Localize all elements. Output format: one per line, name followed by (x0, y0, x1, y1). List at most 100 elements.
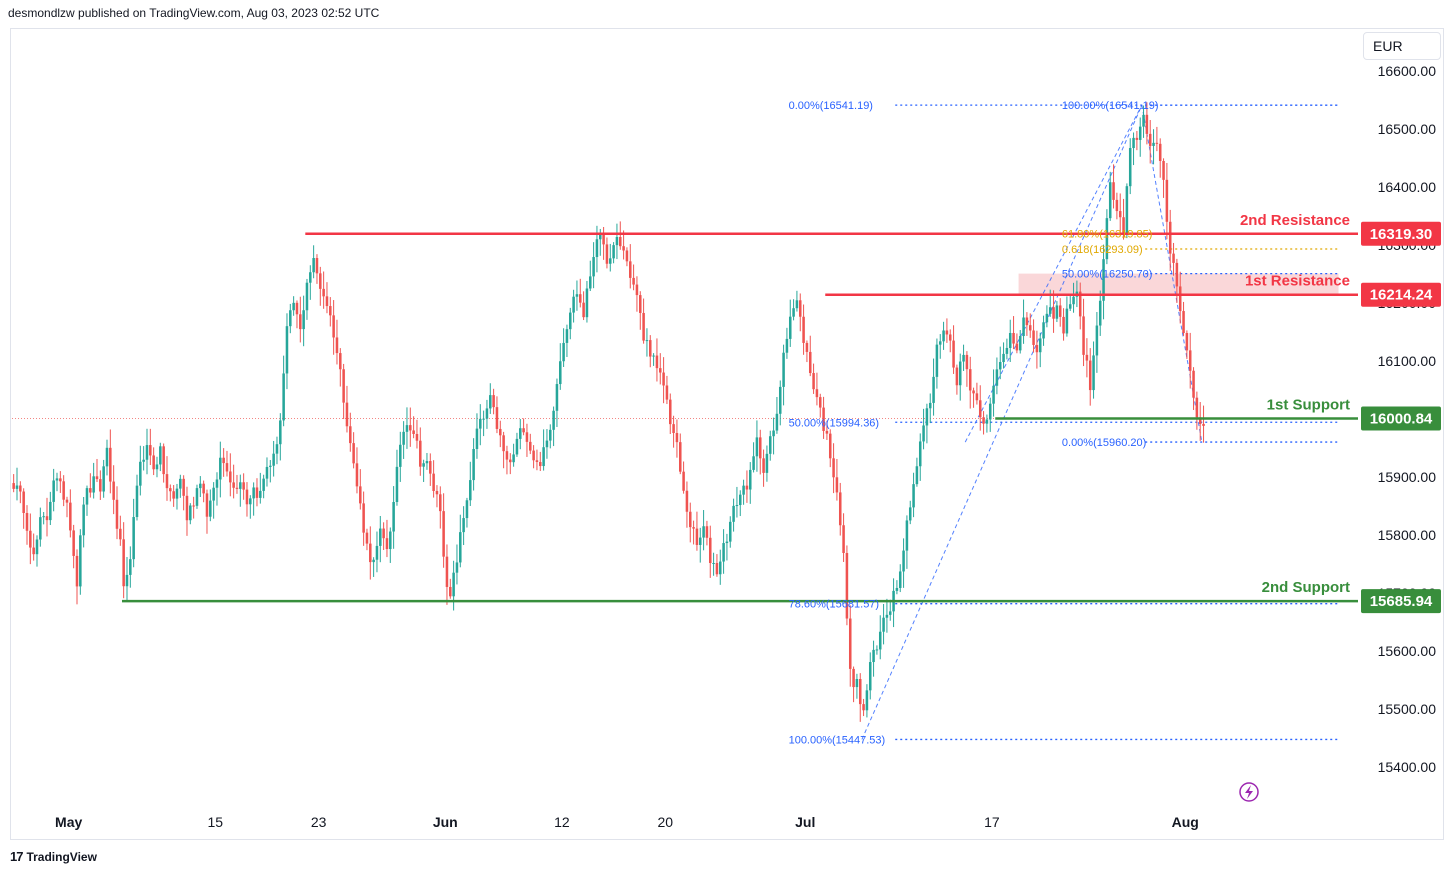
candle-body (728, 521, 732, 542)
y-tick-1: 16500.00 (1378, 121, 1437, 137)
candle-body (705, 526, 709, 538)
candle-body (659, 368, 662, 373)
candle-body (908, 507, 912, 521)
candle-body (212, 487, 215, 501)
candle-body (1145, 114, 1149, 134)
candle-body (828, 433, 832, 459)
fib-label-7: 50.00%(16250.70) (1062, 269, 1153, 281)
candle-body (455, 562, 459, 573)
candle-body (239, 482, 242, 489)
candle-body (1125, 186, 1129, 233)
candle-body (738, 494, 742, 506)
currency-selector[interactable]: EUR (1363, 32, 1441, 60)
candle-body (372, 559, 375, 563)
candle-body (395, 466, 399, 503)
candle-body (265, 466, 269, 479)
candle-body (669, 399, 672, 425)
candle-body (219, 457, 222, 480)
candle-body (652, 355, 655, 357)
candle-body (695, 528, 699, 545)
candle-body (155, 464, 159, 470)
candle-body (169, 488, 172, 492)
candle-body (1138, 126, 1142, 140)
candle-body (449, 586, 452, 597)
price-tag-text-0: 16319.30 (1370, 226, 1433, 243)
candle-body (788, 316, 792, 339)
tradingview-footer[interactable]: 17 TradingView (10, 849, 97, 864)
candle-body (918, 441, 922, 467)
candle-body (105, 447, 109, 467)
candle-body (878, 631, 882, 650)
candle-body (125, 574, 129, 587)
candle-body (792, 308, 795, 317)
candle-body (109, 447, 112, 482)
candle-body (798, 300, 802, 317)
candle-body (85, 488, 89, 505)
candle-body (202, 483, 205, 494)
candle-body (675, 433, 679, 443)
x-tick-5: 20 (657, 814, 673, 830)
candle-body (102, 466, 105, 492)
candle-body (1122, 217, 1125, 233)
candle-body (795, 300, 799, 309)
candle-body (1002, 353, 1005, 363)
candle-body (515, 438, 519, 455)
candle-body (1082, 316, 1085, 355)
candle-body (712, 562, 715, 564)
candle-body (1162, 160, 1165, 180)
x-tick-1: 15 (208, 814, 224, 830)
candle-body (1165, 179, 1169, 222)
resistance-zone (1018, 273, 1339, 295)
candle-body (415, 433, 419, 441)
level-label-2: 1st Support (1267, 397, 1350, 414)
candle-body (245, 489, 249, 505)
candle-body (209, 500, 212, 517)
candle-body (335, 337, 339, 354)
candle-body (1118, 211, 1122, 218)
candle-body (765, 453, 769, 473)
candle-body (145, 445, 149, 460)
lightning-icon[interactable] (1239, 782, 1259, 802)
candle-body (902, 550, 905, 572)
candle-body (775, 413, 779, 431)
candle-body (915, 466, 919, 485)
candle-body (595, 239, 599, 258)
candle-body (225, 463, 229, 472)
candle-body (898, 571, 902, 588)
candle-body (499, 428, 502, 436)
candle-body (42, 516, 45, 518)
candle-body (725, 541, 729, 544)
candle-body (509, 459, 512, 463)
fib-label-4: 100.00%(16541.19) (1062, 100, 1159, 112)
candle-body (639, 295, 642, 313)
x-tick-0: May (55, 814, 82, 830)
candle-body (429, 461, 432, 474)
candle-body (15, 485, 19, 489)
candle-body (439, 494, 442, 512)
candle-body (229, 471, 232, 483)
x-tick-8: Aug (1172, 814, 1199, 830)
candle-body (532, 450, 535, 461)
candle-body (635, 284, 639, 296)
y-tick-7: 15900.00 (1378, 469, 1437, 485)
candle-body (472, 448, 475, 481)
levels-layer: 2nd Resistance 1st Resistance 1st Support 2… (121, 212, 1358, 603)
candle-body (1158, 143, 1162, 161)
candle-body (545, 440, 549, 448)
candle-body (1092, 355, 1095, 391)
candle-body (679, 442, 682, 472)
candle-body (708, 537, 712, 564)
candle-body (52, 480, 55, 502)
candle-body (99, 479, 102, 492)
candle-body (1115, 199, 1119, 212)
candle-body (625, 250, 629, 262)
candle-body (735, 505, 739, 507)
fib-label-5: 61.80%(16319.85) (1062, 228, 1153, 240)
candle-body (812, 373, 815, 390)
candle-body (185, 495, 189, 521)
candle-body (1038, 338, 1042, 353)
candle-body (715, 562, 719, 575)
candle-body (62, 481, 65, 500)
candle-body (425, 461, 429, 464)
